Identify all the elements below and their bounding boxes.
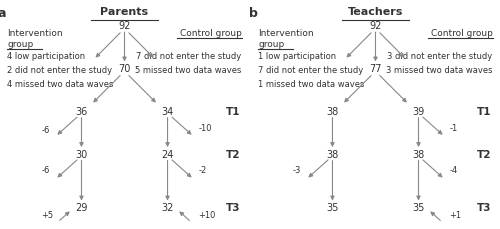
Text: Control group: Control group	[430, 29, 492, 38]
Text: 7 did not enter the study: 7 did not enter the study	[136, 52, 242, 61]
Text: b: b	[249, 7, 258, 20]
Text: Intervention: Intervention	[8, 29, 63, 38]
Text: 32: 32	[162, 202, 173, 212]
Text: -10: -10	[198, 123, 212, 132]
Text: -4: -4	[450, 166, 458, 174]
Text: 7 did not enter the study: 7 did not enter the study	[258, 65, 364, 74]
Text: 34: 34	[162, 106, 173, 117]
Text: 38: 38	[326, 106, 338, 117]
Text: 1 missed two data waves: 1 missed two data waves	[258, 79, 364, 88]
Text: 92: 92	[370, 21, 382, 31]
Text: -3: -3	[293, 166, 302, 174]
Text: 2 did not enter the study: 2 did not enter the study	[8, 65, 113, 74]
Text: -6: -6	[42, 125, 50, 134]
Text: 3 missed two data waves: 3 missed two data waves	[386, 65, 492, 74]
Text: 92: 92	[118, 21, 130, 31]
Text: group: group	[8, 40, 34, 49]
Text: +5: +5	[40, 210, 53, 219]
Text: +1: +1	[450, 210, 462, 219]
Text: T1: T1	[226, 106, 240, 117]
Text: 38: 38	[326, 149, 338, 159]
Text: Intervention: Intervention	[258, 29, 314, 38]
Text: a: a	[0, 7, 6, 20]
Text: T1: T1	[477, 106, 492, 117]
Text: T2: T2	[477, 149, 492, 159]
Text: T3: T3	[226, 202, 240, 212]
Text: 5 missed two data waves: 5 missed two data waves	[136, 65, 242, 74]
Text: T3: T3	[477, 202, 492, 212]
Text: 4 missed two data waves: 4 missed two data waves	[8, 79, 114, 88]
Text: -2: -2	[198, 166, 207, 174]
Text: 35: 35	[412, 202, 424, 212]
Text: 3 did not enter the study: 3 did not enter the study	[388, 52, 492, 61]
Text: 29: 29	[76, 202, 88, 212]
Text: 4 low participation: 4 low participation	[8, 52, 86, 61]
Text: -1: -1	[450, 123, 458, 132]
Text: 36: 36	[76, 106, 88, 117]
Text: 77: 77	[369, 64, 382, 74]
Text: Teachers: Teachers	[348, 7, 403, 17]
Text: +10: +10	[198, 210, 216, 219]
Text: 39: 39	[412, 106, 424, 117]
Text: 70: 70	[118, 64, 130, 74]
Text: T2: T2	[226, 149, 240, 159]
Text: Parents: Parents	[100, 7, 148, 17]
Text: -6: -6	[42, 166, 50, 174]
Text: 30: 30	[76, 149, 88, 159]
Text: 38: 38	[412, 149, 424, 159]
Text: 1 low participation: 1 low participation	[258, 52, 336, 61]
Text: Control group: Control group	[180, 29, 242, 38]
Text: 24: 24	[162, 149, 173, 159]
Text: group: group	[258, 40, 284, 49]
Text: 35: 35	[326, 202, 338, 212]
